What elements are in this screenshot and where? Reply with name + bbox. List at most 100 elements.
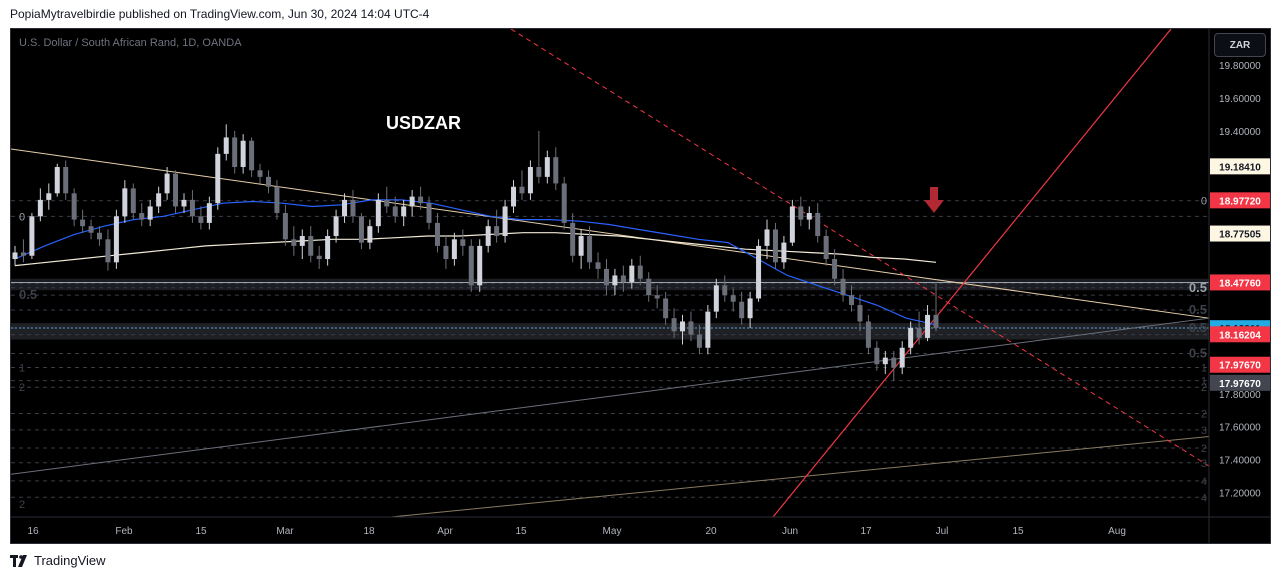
- zone-band: [11, 323, 1209, 340]
- candle: [240, 134, 246, 174]
- fib-label: 3: [1201, 425, 1207, 437]
- price-tick-label: 17.80000: [1219, 390, 1261, 401]
- price-tick-label: 19.80000: [1219, 61, 1261, 72]
- price-label: 19.18410: [1219, 162, 1261, 173]
- footer: TradingView: [10, 553, 106, 568]
- price-tick-label: 17.40000: [1219, 455, 1261, 466]
- price-tick-label: 19.60000: [1219, 94, 1261, 105]
- candle: [620, 265, 626, 292]
- candle: [164, 167, 170, 200]
- candle: [663, 291, 669, 325]
- candle: [105, 229, 111, 271]
- currency-button[interactable]: ZAR: [1214, 33, 1266, 57]
- candle: [933, 282, 939, 332]
- ema-line: [14, 199, 937, 326]
- candle: [291, 226, 297, 256]
- sma-line: [14, 232, 937, 267]
- price-tick-label: 19.40000: [1219, 127, 1261, 138]
- tradingview-logo-icon: [10, 554, 27, 567]
- candle: [173, 170, 179, 214]
- candle: [680, 314, 686, 345]
- candle: [485, 219, 491, 253]
- fib-label: 0: [19, 211, 25, 223]
- candle: [282, 204, 288, 246]
- publisher-header: PopiaMytravelbirdie published on Trading…: [10, 7, 430, 21]
- date-tick-label: 18: [363, 526, 375, 537]
- candle: [426, 196, 432, 230]
- candle: [367, 219, 373, 250]
- candle: [849, 285, 855, 312]
- candle: [688, 311, 694, 342]
- candle: [502, 199, 508, 243]
- price-label-box: [1210, 326, 1270, 343]
- candle: [730, 288, 736, 312]
- candle: [891, 351, 897, 381]
- candle: [63, 160, 69, 200]
- candle: [494, 209, 500, 243]
- candle: [37, 188, 43, 222]
- fib-label: 0: [1201, 196, 1207, 208]
- candle: [443, 236, 449, 269]
- candle: [113, 209, 119, 269]
- fib-label: 2: [1201, 382, 1207, 394]
- candle: [882, 351, 888, 375]
- candle: [739, 291, 745, 325]
- candle: [840, 268, 846, 302]
- candle: [181, 193, 187, 214]
- price-tick-label: 17.60000: [1219, 423, 1261, 434]
- candle: [299, 229, 305, 260]
- fib-label: 0.5: [19, 287, 37, 302]
- candle: [401, 199, 407, 227]
- price-label: 18.16204: [1219, 330, 1261, 341]
- chart-frame[interactable]: 0 0 0.5 0.5 0.5 0.5 0.5 1 1 1 2 2 2 3 2 3 4 4 2 19.80000 19…: [10, 28, 1271, 544]
- fib-label: 2: [1201, 443, 1207, 455]
- candle: [223, 124, 229, 161]
- candle: [637, 255, 643, 286]
- candle: [578, 229, 584, 269]
- date-tick-label: Apr: [437, 526, 453, 537]
- candle: [257, 163, 263, 184]
- candle: [629, 259, 635, 289]
- candle: [595, 252, 601, 279]
- candle: [519, 170, 525, 200]
- candle: [857, 295, 863, 332]
- candle: [865, 314, 871, 355]
- candle: [265, 170, 271, 194]
- candle: [899, 341, 905, 375]
- candle: [561, 176, 567, 230]
- down-arrow-icon: [924, 187, 944, 213]
- candle: [460, 229, 466, 256]
- price-label: 18.77505: [1219, 230, 1261, 241]
- fib-label: 3: [1201, 458, 1207, 470]
- candle: [527, 160, 533, 200]
- candle: [54, 163, 60, 197]
- candle: [511, 180, 517, 214]
- candle: [468, 239, 474, 292]
- date-tick-label: 15: [515, 526, 527, 537]
- candle: [722, 275, 728, 302]
- price-label-box: [1210, 225, 1270, 242]
- fib-label: 4: [1201, 476, 1207, 488]
- price-label-box: [1210, 356, 1270, 373]
- steep-uptrend-line: [772, 29, 1172, 518]
- price-label-box: [1210, 374, 1270, 391]
- date-tick-label: Feb: [115, 526, 133, 537]
- date-tick-label: 17: [860, 526, 872, 537]
- candle: [384, 186, 390, 214]
- date-tick-label: Jun: [782, 526, 798, 537]
- fib-label: 0.5: [1189, 346, 1207, 361]
- price-label-box: [1210, 158, 1270, 175]
- candle: [477, 239, 483, 292]
- candle: [206, 196, 212, 230]
- candle: [333, 209, 339, 243]
- fib-label: 2: [19, 382, 25, 394]
- candle: [375, 193, 381, 233]
- candle: [418, 186, 424, 210]
- candle: [350, 190, 356, 223]
- descending-trendline: [11, 148, 1210, 319]
- candle: [916, 311, 922, 345]
- price-label: 17.97670: [1219, 361, 1261, 372]
- candle: [696, 324, 702, 355]
- ascending-trendline-bottom: [390, 435, 1210, 518]
